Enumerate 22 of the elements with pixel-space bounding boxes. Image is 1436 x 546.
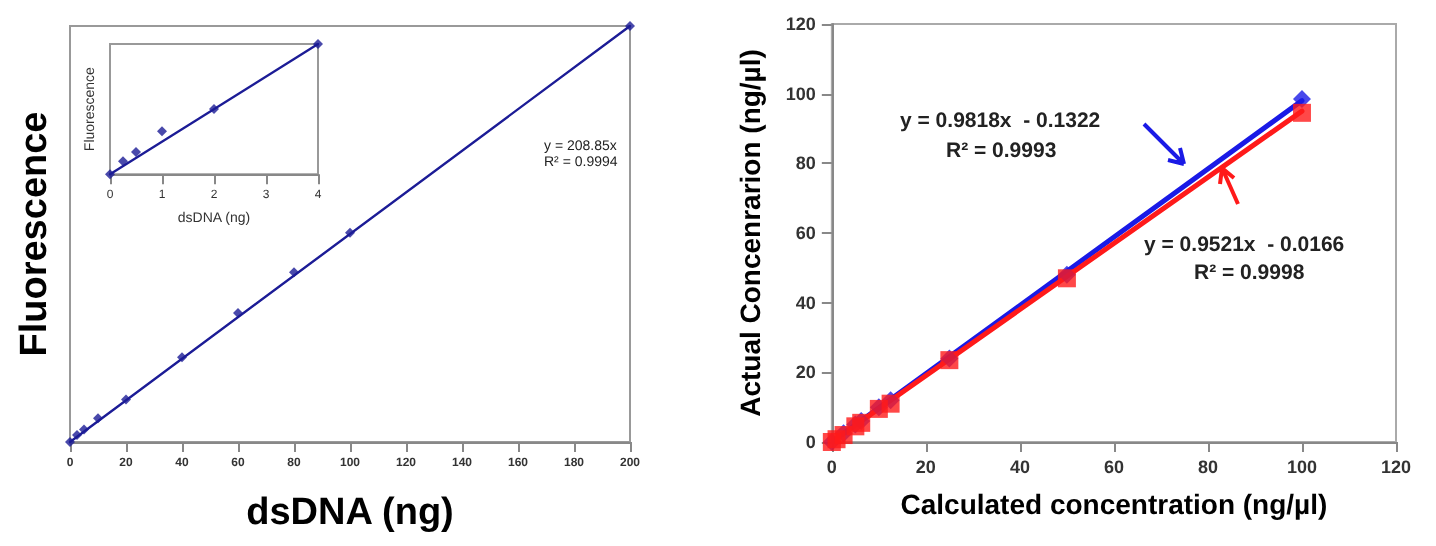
x-axis-title: dsDNA (ng) (246, 492, 454, 534)
x-axis-title: Calculated concentration (ng/µl) (900, 488, 1328, 520)
annotation: R² = 0.9993 (946, 139, 1057, 163)
y-axis-title: Actual Concenrarion (ng/µl) (734, 49, 766, 417)
annotation: y = 0.9818x - 0.1322 (900, 109, 1101, 133)
annotation: y = 0.9521x - 0.0166 (1144, 233, 1345, 257)
y-tick-label: 100 (785, 83, 816, 104)
y-tick-label: 120 (785, 14, 816, 34)
y-tick-label: 40 (795, 292, 816, 313)
y-tick-label: 60 (795, 223, 816, 243)
x-tick-label: 40 (1009, 457, 1030, 477)
x-tick-label: 80 (1197, 457, 1218, 477)
y-tick-label: 20 (795, 362, 816, 383)
x-tick-label: 100 (1286, 457, 1317, 477)
annotation: R² = 0.9998 (1194, 261, 1305, 285)
x-tick-label: 60 (1103, 457, 1124, 477)
y-tick-label: 0 (805, 432, 816, 452)
x-tick-label: 20 (915, 457, 936, 477)
y-axis-title: Fluorescence (14, 111, 56, 357)
x-tick-label: 120 (1380, 457, 1412, 477)
y-tick-label: 80 (795, 153, 816, 174)
x-tick-label: 0 (826, 457, 837, 477)
